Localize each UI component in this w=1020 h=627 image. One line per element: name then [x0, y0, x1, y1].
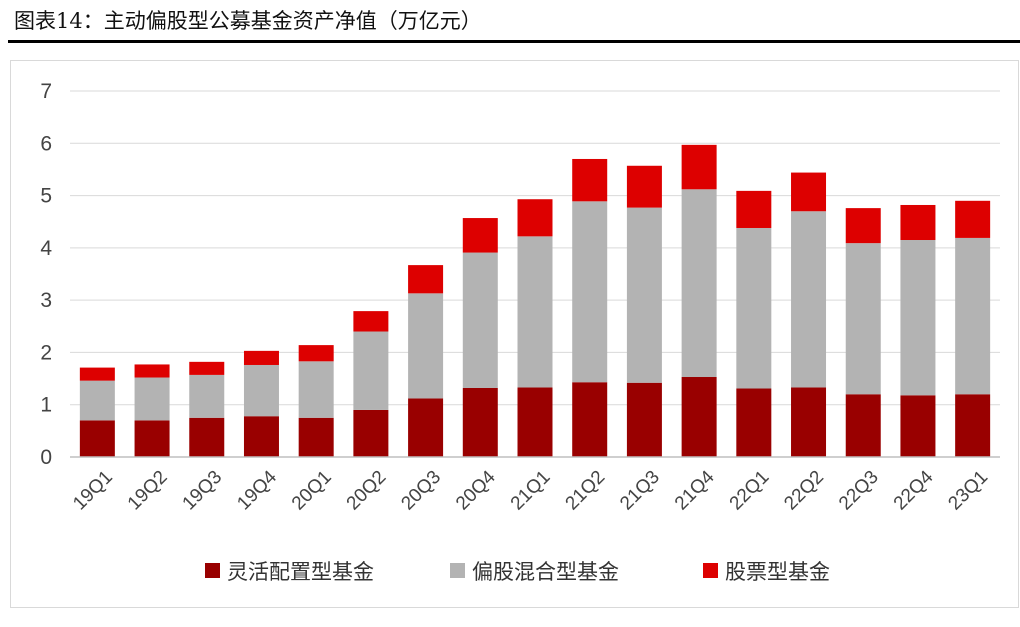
legend-label-stock: 股票型基金 [725, 560, 830, 584]
x-tick-label: 22Q2 [780, 467, 828, 515]
x-tick-label: 20Q1 [288, 467, 336, 515]
y-tick-label: 6 [40, 132, 52, 155]
bar-segment-mixed-19Q1 [79, 380, 115, 421]
bar-segment-flexible-22Q4 [900, 395, 936, 457]
x-tick-label: 19Q3 [179, 467, 227, 515]
bar-segment-stock-20Q2 [353, 311, 389, 332]
bar-segment-stock-19Q1 [79, 367, 115, 381]
bar-segment-stock-20Q1 [298, 345, 334, 362]
x-tick-label: 22Q1 [726, 467, 774, 515]
legend: 灵活配置型基金 偏股混合型基金 股票型基金 [205, 560, 830, 584]
bar-segment-flexible-20Q3 [408, 398, 444, 457]
x-tick-label: 22Q3 [835, 467, 883, 515]
x-tick-label: 21Q1 [507, 467, 555, 515]
bar-segment-stock-20Q3 [408, 265, 444, 294]
bar-segment-mixed-19Q4 [243, 364, 279, 417]
bar-segment-flexible-19Q4 [243, 416, 279, 457]
bar-segment-stock-21Q4 [681, 144, 717, 190]
bar-segment-mixed-21Q1 [517, 236, 553, 388]
bar-segment-flexible-20Q1 [298, 417, 334, 457]
bar-segment-stock-22Q2 [791, 172, 827, 212]
chart-frame [10, 60, 1019, 608]
x-tick-label: 20Q4 [452, 466, 500, 514]
bar-segment-flexible-19Q3 [189, 417, 225, 457]
legend-label-mixed: 偏股混合型基金 [472, 560, 619, 584]
bar-segment-flexible-19Q2 [134, 420, 170, 457]
x-tick-label: 19Q1 [69, 467, 117, 515]
y-tick-label: 5 [40, 185, 52, 208]
bar-segment-stock-21Q2 [572, 158, 608, 202]
title-rule [8, 40, 1020, 43]
bar-segment-flexible-20Q4 [462, 387, 498, 457]
bar-segment-stock-19Q3 [189, 361, 225, 375]
x-tick-label: 21Q3 [616, 467, 664, 515]
bar-segment-stock-22Q1 [736, 190, 772, 228]
bar-segment-mixed-20Q3 [408, 293, 444, 399]
bars [79, 144, 991, 457]
y-tick-label: 2 [40, 341, 52, 364]
y-axis-ticks: 0 1 2 3 4 5 6 7 [40, 80, 52, 469]
x-tick-label: 21Q2 [562, 467, 610, 515]
x-axis-ticks: 19Q1 19Q2 19Q3 19Q4 20Q1 20Q2 20Q3 20Q4 21Q1 21Q2… [69, 466, 992, 514]
bar-segment-mixed-20Q2 [353, 331, 389, 410]
bar-segment-mixed-21Q2 [572, 201, 608, 383]
bar-segment-flexible-23Q1 [955, 394, 991, 457]
figure-title: 图表14：主动偏股型公募基金资产净值（万亿元） [14, 9, 482, 33]
bar-segment-stock-23Q1 [955, 200, 991, 238]
legend-label-flexible: 灵活配置型基金 [227, 560, 374, 584]
bar-segment-mixed-19Q2 [134, 377, 170, 421]
x-tick-label: 22Q4 [890, 466, 938, 514]
bar-segment-mixed-23Q1 [955, 237, 991, 395]
y-tick-label: 7 [40, 80, 52, 103]
bar-segment-mixed-20Q1 [298, 361, 334, 418]
bar-segment-stock-19Q2 [134, 364, 170, 378]
y-tick-label: 0 [40, 446, 52, 469]
bar-segment-flexible-22Q2 [791, 387, 827, 457]
y-tick-label: 4 [40, 237, 52, 260]
x-tick-label: 20Q2 [343, 467, 391, 515]
bar-segment-flexible-19Q1 [79, 420, 115, 457]
x-tick-label: 19Q4 [233, 466, 281, 514]
bar-segment-mixed-20Q4 [462, 252, 498, 388]
x-tick-label: 19Q2 [124, 467, 172, 515]
x-tick-label: 21Q4 [671, 466, 719, 514]
y-tick-label: 3 [40, 289, 52, 312]
bar-segment-flexible-21Q2 [572, 382, 608, 457]
bar-segment-mixed-21Q4 [681, 189, 717, 378]
bar-segment-flexible-21Q3 [626, 382, 662, 457]
bar-segment-stock-20Q4 [462, 218, 498, 253]
bar-segment-mixed-22Q4 [900, 240, 936, 396]
bar-segment-stock-22Q3 [845, 208, 881, 244]
bar-segment-flexible-22Q3 [845, 394, 881, 457]
bar-segment-flexible-21Q4 [681, 377, 717, 457]
bar-segment-flexible-20Q2 [353, 409, 389, 457]
bar-segment-flexible-21Q1 [517, 387, 553, 457]
y-tick-label: 1 [40, 394, 52, 417]
bar-segment-mixed-22Q1 [736, 227, 772, 389]
bar-segment-stock-22Q4 [900, 204, 936, 241]
bar-segment-mixed-22Q2 [791, 211, 827, 388]
bar-segment-stock-21Q3 [626, 165, 662, 208]
x-tick-label: 20Q3 [397, 467, 445, 515]
bar-segment-stock-21Q1 [517, 199, 553, 237]
legend-swatch-mixed [450, 563, 465, 578]
legend-swatch-stock [703, 563, 718, 578]
bar-segment-mixed-21Q3 [626, 207, 662, 383]
bar-segment-flexible-22Q1 [736, 388, 772, 457]
legend-swatch-flexible [205, 563, 220, 578]
x-tick-label: 23Q1 [944, 467, 992, 515]
bar-segment-mixed-19Q3 [189, 374, 225, 418]
bar-segment-stock-19Q4 [243, 350, 279, 365]
bar-segment-mixed-22Q3 [845, 243, 881, 395]
